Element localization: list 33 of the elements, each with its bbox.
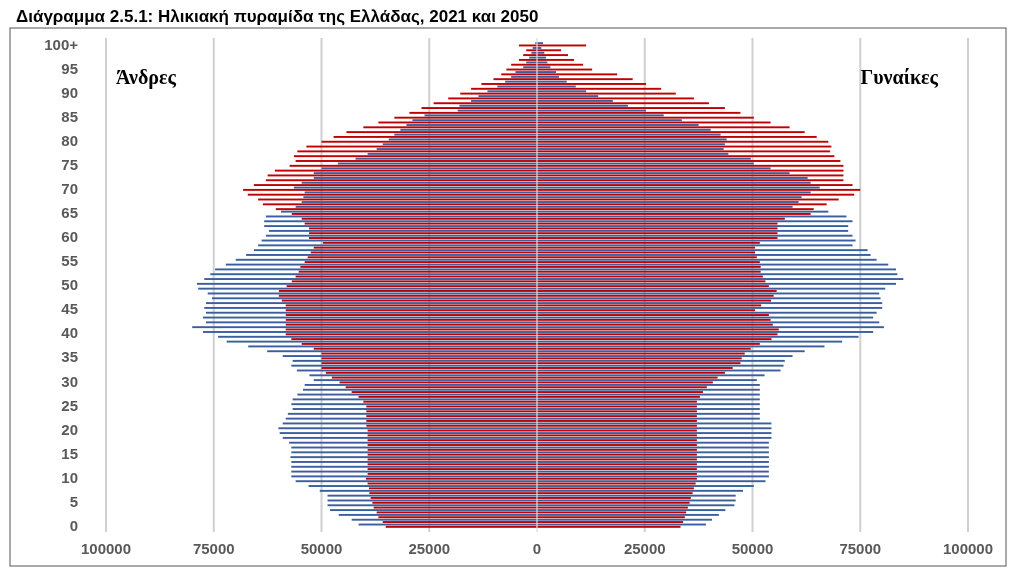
y-tick-label: 35 [61, 348, 78, 366]
y-tick-label: 15 [61, 444, 78, 462]
chart-title: Διάγραμμα 2.5.1: Ηλικιακή πυραμίδα της Ελλάδας, 2021 και 2050 [16, 7, 539, 26]
y-tick-label: 45 [61, 300, 78, 318]
y-tick-label: 85 [61, 107, 78, 125]
x-tick-label: 75000 [839, 540, 882, 557]
y-tick-label: 0 [69, 516, 78, 534]
y-tick-label: 90 [61, 83, 78, 101]
x-tick-label: 75000 [192, 540, 235, 557]
annotation: Γυναίκες [860, 66, 939, 89]
y-tick-label: 40 [61, 324, 78, 342]
y-tick-label: 50 [61, 276, 78, 294]
y-tick-label: 5 [69, 492, 78, 510]
x-tick-label: 25000 [408, 540, 451, 557]
x-tick-label: 100000 [942, 540, 994, 557]
y-tick-label: 10 [61, 468, 78, 486]
x-tick-label: 0 [532, 540, 542, 557]
y-tick-label: 25 [61, 396, 78, 414]
y-tick-label: 100+ [44, 35, 79, 53]
x-tick-label: 25000 [623, 540, 666, 557]
y-tick-label: 30 [61, 372, 78, 390]
x-tick-label: 100000 [80, 540, 132, 557]
y-tick-label: 95 [61, 59, 78, 77]
y-tick-label: 75 [61, 155, 78, 173]
y-tick-label: 20 [61, 420, 78, 438]
y-tick-label: 55 [61, 252, 78, 270]
y-tick-label: 60 [61, 228, 78, 246]
y-tick-label: 70 [61, 179, 78, 197]
annotation: Άνδρες [116, 66, 177, 89]
y-tick-label: 80 [61, 131, 78, 149]
y-tick-label: 65 [61, 204, 78, 222]
x-tick-label: 50000 [731, 540, 774, 557]
x-tick-label: 50000 [300, 540, 343, 557]
